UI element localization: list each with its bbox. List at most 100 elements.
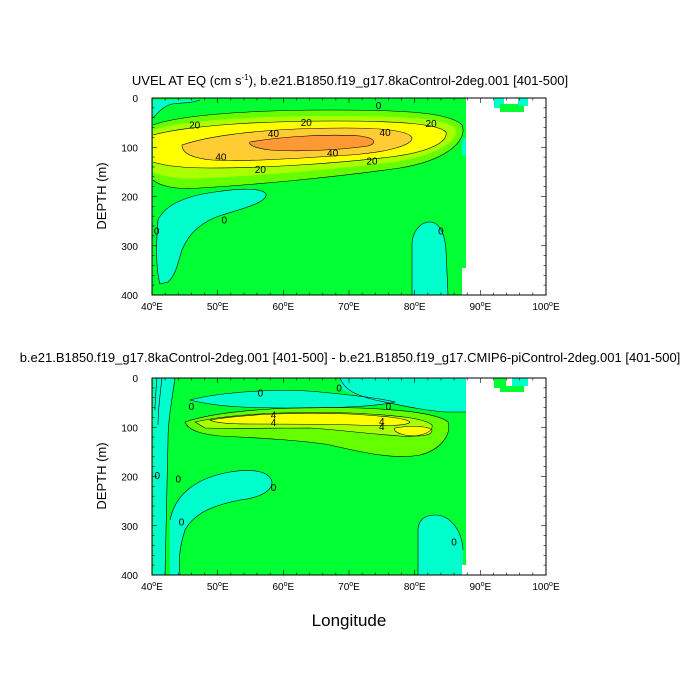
panel-2-contour-label: 0 bbox=[189, 402, 195, 413]
panel-2-xtick-label: 40oE bbox=[141, 581, 163, 593]
panel-2-contour-lower-right bbox=[417, 514, 464, 575]
panel-1-contour-label: 20 bbox=[301, 118, 313, 129]
panel-1-field bbox=[152, 98, 546, 296]
panel-1-contour-label: 0 bbox=[221, 216, 227, 227]
panel-2-contour-label: 0 bbox=[154, 471, 160, 482]
panel-1-xtick-label: 100oE bbox=[532, 301, 560, 313]
panel-1-aqua-lower-left bbox=[156, 189, 267, 284]
panel-1-contour-label: 40 bbox=[268, 129, 280, 140]
panel-1-contour-label: 20 bbox=[189, 121, 201, 132]
panel-2-contour-lower bbox=[169, 470, 273, 576]
panel-1-contour-0-top bbox=[152, 99, 201, 119]
panel-2-island-aqua bbox=[512, 378, 528, 386]
panel-1-contour-0-left bbox=[156, 188, 267, 285]
panel-2-contour-label: 0 bbox=[258, 388, 264, 399]
panel-2-title: b.e21.B1850.f19_g17.8kaControl-2deg.001 … bbox=[20, 350, 681, 365]
x-axis-title: Longitude bbox=[312, 611, 387, 630]
panel-2-aqua-upper bbox=[190, 390, 395, 408]
panel-1-contour-0-right bbox=[411, 221, 449, 296]
panel-1-aqua-lower-right bbox=[412, 222, 448, 295]
panel-2-contour-label: 4 bbox=[271, 418, 277, 429]
panel-2-aqua-top-right bbox=[340, 378, 466, 412]
panel-2-contour-label: 0 bbox=[271, 483, 277, 494]
panel-2-xtick-label: 100oE bbox=[532, 581, 560, 593]
panel-1-contour-label: 40 bbox=[327, 149, 339, 160]
panel-1-xtick-label: 70oE bbox=[338, 301, 360, 313]
panel-1-contour-label: 0 bbox=[376, 101, 382, 112]
panel-2-land-notch bbox=[462, 565, 467, 575]
panel-2-ylabel: DEPTH (m) bbox=[94, 442, 109, 509]
panel-1-band-50 bbox=[249, 135, 374, 151]
panel-1-xtick-label: 60oE bbox=[272, 301, 294, 313]
panel-1-land-right bbox=[466, 98, 546, 295]
panel-1-xtick-label: 50oE bbox=[207, 301, 229, 313]
panel-2-contour-left-a bbox=[164, 377, 176, 576]
panel-1-contour-label: 20 bbox=[255, 165, 267, 176]
panel-2-contour-label: 0 bbox=[336, 383, 342, 394]
panel-2-axes: 40oE 50oE 60oE 70oE 80oE 90oE 100oE 0 100 200 300 4… bbox=[121, 374, 560, 593]
panel-2-ytick-label: 0 bbox=[132, 374, 138, 385]
panel-2-xtick-label: 50oE bbox=[207, 581, 229, 593]
panel-2-contour-band-4 bbox=[194, 412, 433, 437]
panel-2-xtick-label: 60oE bbox=[272, 581, 294, 593]
panel-1-ytick-label: 0 bbox=[132, 94, 138, 105]
panel-1-title: UVEL AT EQ (cm s-1), b.e21.B1850.f19_g17… bbox=[132, 73, 568, 88]
panel-2-aqua-lower bbox=[170, 470, 272, 575]
panel-2-contour-left-c bbox=[154, 377, 158, 411]
panel-1-ylabel: DEPTH (m) bbox=[94, 162, 109, 229]
panel-2-contour-label: 0 bbox=[179, 517, 185, 528]
panel-1-contours bbox=[152, 99, 464, 296]
panel-2-ytick-label: 200 bbox=[121, 473, 138, 484]
panel-1-aqua-region bbox=[153, 100, 200, 118]
panel-1-ytick-label: 200 bbox=[121, 193, 138, 204]
panel-2-xtick-label: 70oE bbox=[338, 581, 360, 593]
panel-2-island-green2 bbox=[500, 386, 524, 392]
panel-2-contour-band-2 bbox=[184, 407, 450, 457]
panel-1-contour-label: 20 bbox=[366, 157, 378, 168]
panel-1-contour-labels: 0 20 20 20 40 40 40 40 20 20 0 0 0 bbox=[154, 101, 444, 238]
panel-2-contour-label: 0 bbox=[451, 538, 457, 549]
panel-2-aqua-lower-right bbox=[418, 515, 463, 575]
panel-1-island-aqua2 bbox=[518, 98, 528, 106]
panel-2-contour-label: 4 bbox=[379, 422, 385, 433]
panel-1-contour-40 bbox=[181, 127, 413, 161]
panel-2-contours bbox=[154, 377, 466, 576]
panel-2-contour-label: 0 bbox=[386, 402, 392, 413]
panel-2-island-green bbox=[494, 378, 506, 388]
panel-1-contour-label: 0 bbox=[438, 226, 444, 237]
panel-1-axes: 40oE 50oE 60oE 70oE 80oE 90oE 100oE01002003004… bbox=[121, 94, 560, 313]
panel-2-contour-label: 4 bbox=[271, 410, 277, 421]
panel-2-contour-upper bbox=[188, 390, 397, 409]
panel-2-contour-left-b bbox=[157, 377, 163, 426]
panel-1-contour-label: 20 bbox=[426, 119, 438, 130]
panel-1-contour-20 bbox=[152, 109, 464, 189]
panel-2-field bbox=[152, 377, 546, 576]
panel-1-contour-label: 40 bbox=[380, 128, 392, 139]
panel-2-ytick-label: 300 bbox=[121, 522, 138, 533]
panel-1-ytick-label: 300 bbox=[121, 242, 138, 253]
panel-1-island-aqua bbox=[494, 98, 504, 108]
panel-1-xtick-label: 40oE bbox=[141, 301, 163, 313]
panel-1-contour-label: 0 bbox=[154, 226, 160, 237]
panel-2-ytick-label: 100 bbox=[121, 423, 138, 434]
panel-2-contour-band-6b bbox=[394, 425, 433, 437]
panel-1-ytick-label: 100 bbox=[121, 143, 138, 154]
panel-2-land-right bbox=[466, 378, 546, 575]
panel-2-aqua-left-column bbox=[153, 378, 175, 575]
panel-2-xtick-label: 90oE bbox=[469, 581, 491, 593]
panel-2-band-6 bbox=[210, 413, 410, 426]
panel-1-ytick-label: 400 bbox=[121, 291, 138, 302]
panel-2-ytick-label: 400 bbox=[121, 571, 138, 582]
panel-2-xtick-label: 80oE bbox=[404, 581, 426, 593]
panel-1-contour-30 bbox=[152, 120, 447, 169]
panel-1-contour-label: 40 bbox=[215, 153, 227, 164]
panel-1-land-notch bbox=[462, 268, 467, 295]
panel-2-contour-top-right bbox=[339, 377, 466, 413]
panel-1: UVEL AT EQ (cm s-1), b.e21.B1850.f19_g17… bbox=[94, 73, 568, 313]
panel-2-contour-band-6 bbox=[209, 412, 411, 426]
panel-1-xtick-label: 80oE bbox=[404, 301, 426, 313]
panel-1-island-green bbox=[500, 104, 524, 112]
panel-1-xtick-label: 90oE bbox=[469, 301, 491, 313]
